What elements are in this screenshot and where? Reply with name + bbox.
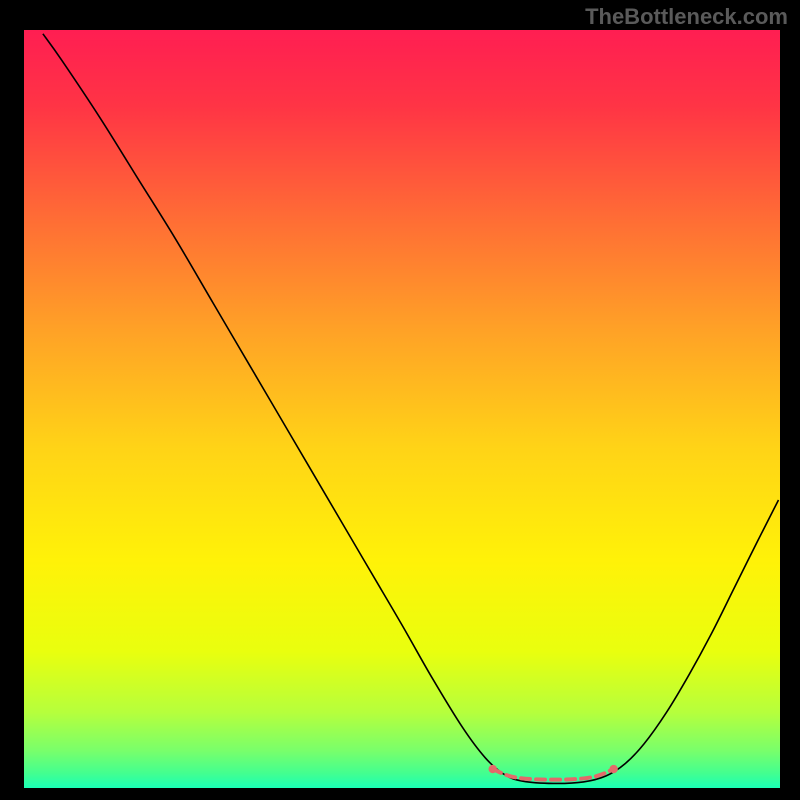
chart-container: TheBottleneck.com xyxy=(0,0,800,800)
plot-area xyxy=(24,30,780,788)
optimal-range-start-dot xyxy=(489,765,497,773)
watermark-text: TheBottleneck.com xyxy=(585,4,788,30)
gradient-background xyxy=(24,30,780,788)
plot-svg xyxy=(24,30,780,788)
optimal-range-end-dot xyxy=(609,765,617,773)
